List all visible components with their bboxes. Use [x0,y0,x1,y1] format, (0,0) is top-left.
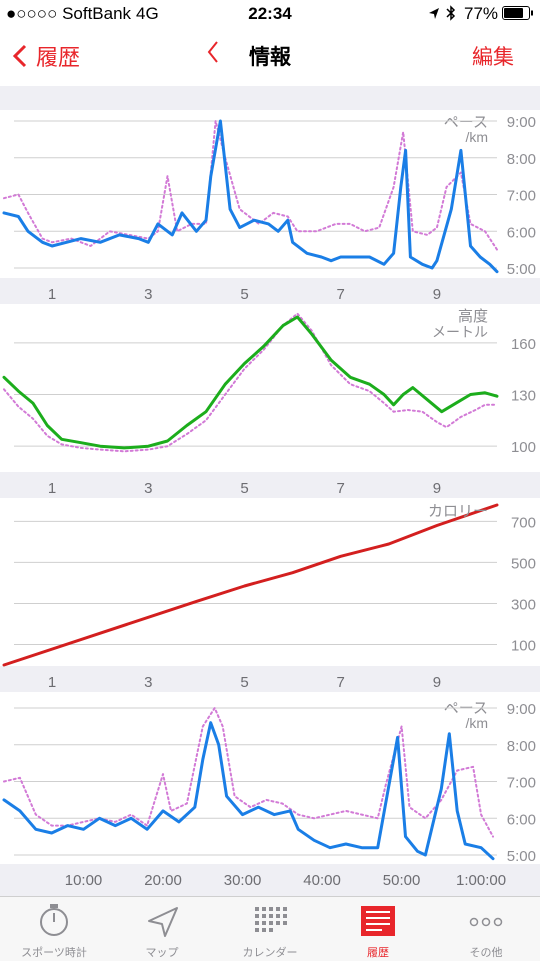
comparison-series-line [3,120,498,251]
section-separator [0,86,540,110]
x-tick-label: 10:00 [65,872,103,889]
x-tick-label: 7 [337,674,345,691]
y-tick-label: 6:00 [507,224,536,241]
calories-chart: 700 500 300 100 1 3 5 7 9 カロリー [0,503,540,692]
x-axis-band [0,278,540,304]
series-line [2,503,499,667]
stopwatch-icon [40,904,68,936]
tab-more[interactable]: その他 [432,897,540,961]
x-tick-label: 9 [433,286,441,303]
tab-sports-watch[interactable]: スポーツ時計 [0,897,108,961]
time-label: 22:34 [248,4,292,23]
x-axis-band [0,472,540,498]
x-tick-label: 50:00 [383,872,421,889]
pace-time-chart: ペース /km 9:008:007:006:005:00 10:00 20:00 3… [0,700,540,896]
tab-label: スポーツ時計 [21,947,87,959]
chart-title: 高度 [458,308,488,325]
x-tick-label: 1:00:00 [456,872,506,889]
edit-button[interactable]: 編集 [472,46,514,69]
y-tick-label: 300 [511,596,536,613]
location-services-icon [429,8,439,19]
battery-percent: 77% [464,4,499,23]
y-tick-label: 7:00 [507,775,536,792]
navigation-bar: 履歴 情報 編集 [0,28,540,87]
y-tick-label: 500 [511,555,536,572]
status-bar: ●○○○○ SoftBank 4G 22:34 77% [0,0,540,28]
x-tick-label: 30:00 [224,872,262,889]
tab-calendar[interactable]: カレンダー [216,897,324,961]
tab-map[interactable]: マップ [108,897,216,961]
tab-label: マップ [145,947,179,959]
y-tick-label: 5:00 [507,261,536,278]
network-label: 4G [136,4,159,23]
location-arrow-icon [148,907,178,937]
chart-title: ペース [444,114,488,131]
y-tick-label: 100 [511,439,536,456]
chart-unit: メートル [432,324,488,340]
history-list-icon [361,906,395,936]
y-tick-label: 8:00 [507,151,536,168]
y-tick-label: 160 [511,336,536,353]
x-tick-label: 20:00 [144,872,182,889]
x-tick-label: 9 [433,674,441,691]
comparison-series-line [3,707,494,838]
chart-unit: /km [465,129,488,145]
carrier-label: ●○○○○ SoftBank [6,4,132,23]
x-tick-label: 5 [240,480,248,497]
x-axis-band [0,864,540,896]
y-tick-label: 700 [511,514,536,531]
y-tick-label: 130 [511,388,536,405]
y-tick-label: 8:00 [507,738,536,755]
chart-unit: /km [465,715,488,731]
x-tick-label: 3 [144,674,152,691]
x-tick-label: 1 [48,286,56,303]
series-line [2,315,499,450]
elevation-chart: 高度 メートル 160 130 100 1 3 5 7 9 [0,308,540,498]
calendar-grid-icon [255,907,287,932]
x-tick-label: 3 [144,286,152,303]
pace-distance-chart: ペース /km 9:00 8:00 7:00 6:00 5:00 1 3 5 7 9 [0,114,540,304]
x-tick-label: 5 [240,674,248,691]
bluetooth-icon [446,5,456,21]
x-tick-label: 7 [337,286,345,303]
comparison-series-line [3,312,498,453]
series-line [2,721,495,861]
back-button[interactable]: 履歴 [12,40,80,72]
previous-item-button[interactable] [206,40,220,64]
series-line [2,119,499,274]
y-tick-label: 9:00 [507,701,536,718]
x-tick-label: 3 [144,480,152,497]
tab-label: その他 [469,947,503,959]
chevron-left-icon [12,44,27,68]
y-tick-label: 9:00 [507,114,536,131]
chart-title: カロリー [428,503,488,520]
tab-bar: スポーツ時計 マップ カレンダー 履歴 [0,896,540,961]
tab-label: 履歴 [367,947,389,959]
y-tick-label: 7:00 [507,188,536,205]
tab-history[interactable]: 履歴 [324,897,432,961]
y-tick-label: 6:00 [507,811,536,828]
x-axis-band [0,666,540,692]
battery-icon [502,6,533,20]
x-tick-label: 1 [48,480,56,497]
x-tick-label: 5 [240,286,248,303]
more-dots-icon [469,917,503,927]
x-tick-label: 1 [48,674,56,691]
back-button-label: 履歴 [36,45,81,70]
y-tick-label: 5:00 [507,848,536,865]
x-tick-label: 9 [433,480,441,497]
page-title: 情報 [249,46,291,69]
tab-label: カレンダー [242,947,298,959]
x-tick-label: 7 [337,480,345,497]
y-tick-label: 100 [511,637,536,654]
x-tick-label: 40:00 [303,872,341,889]
